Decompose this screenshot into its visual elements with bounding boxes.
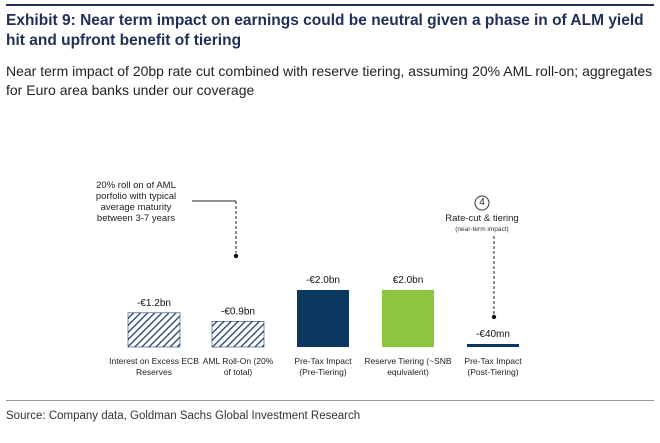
source-rule [6,400,654,401]
rate-cut-title: Rate-cut & tiering [445,213,519,224]
category-label-4: Reserve Tiering (~SNB equivalent) [364,356,452,377]
step-number: 4 [479,197,485,208]
aml-note: 20% roll on of AML porfolio with typical… [95,180,177,224]
category-label-1: Interest on Excess ECB Reserves [109,356,199,377]
aml-callout-dot [233,253,239,259]
bar-1 [127,312,181,348]
data-label-2: -€0.9bn [221,306,255,317]
data-label-3: -€2.0bn [306,275,340,286]
category-label-5: Pre-Tax Impact (Post-Tiering) [464,356,522,377]
annotation-lines [192,195,497,320]
rate-cut-subtitle: (near-term impact) [455,226,509,233]
category-label-2: AML Roll-On (20% of total) [202,356,274,377]
chart-title: Exhibit 9: Near term impact on earnings … [6,12,644,49]
data-label-5: -€40mn [476,329,510,340]
data-label-4: €2.0bn [393,275,424,286]
data-label-1: -€1.2bn [137,298,171,309]
chart-area: -€1.2bn -€0.9bn -€2.0bn €2.0bn -€40mn [127,195,519,348]
chart-subtitle: Near term impact of 20bp rate cut combin… [6,63,653,98]
post-tiering-dot [491,314,497,320]
step-number-circle [474,195,490,211]
bar-3 [297,290,349,347]
bar-5 [467,344,519,347]
category-label-3: Pre-Tax Impact (Pre-Tiering) [294,356,352,377]
source-note: Source: Company data, Goldman Sachs Glob… [6,410,361,422]
bar-2 [211,321,265,348]
bar-4 [382,290,434,347]
top-rule [6,4,654,6]
bars-group: -€1.2bn -€0.9bn -€2.0bn €2.0bn -€40mn [127,275,519,348]
